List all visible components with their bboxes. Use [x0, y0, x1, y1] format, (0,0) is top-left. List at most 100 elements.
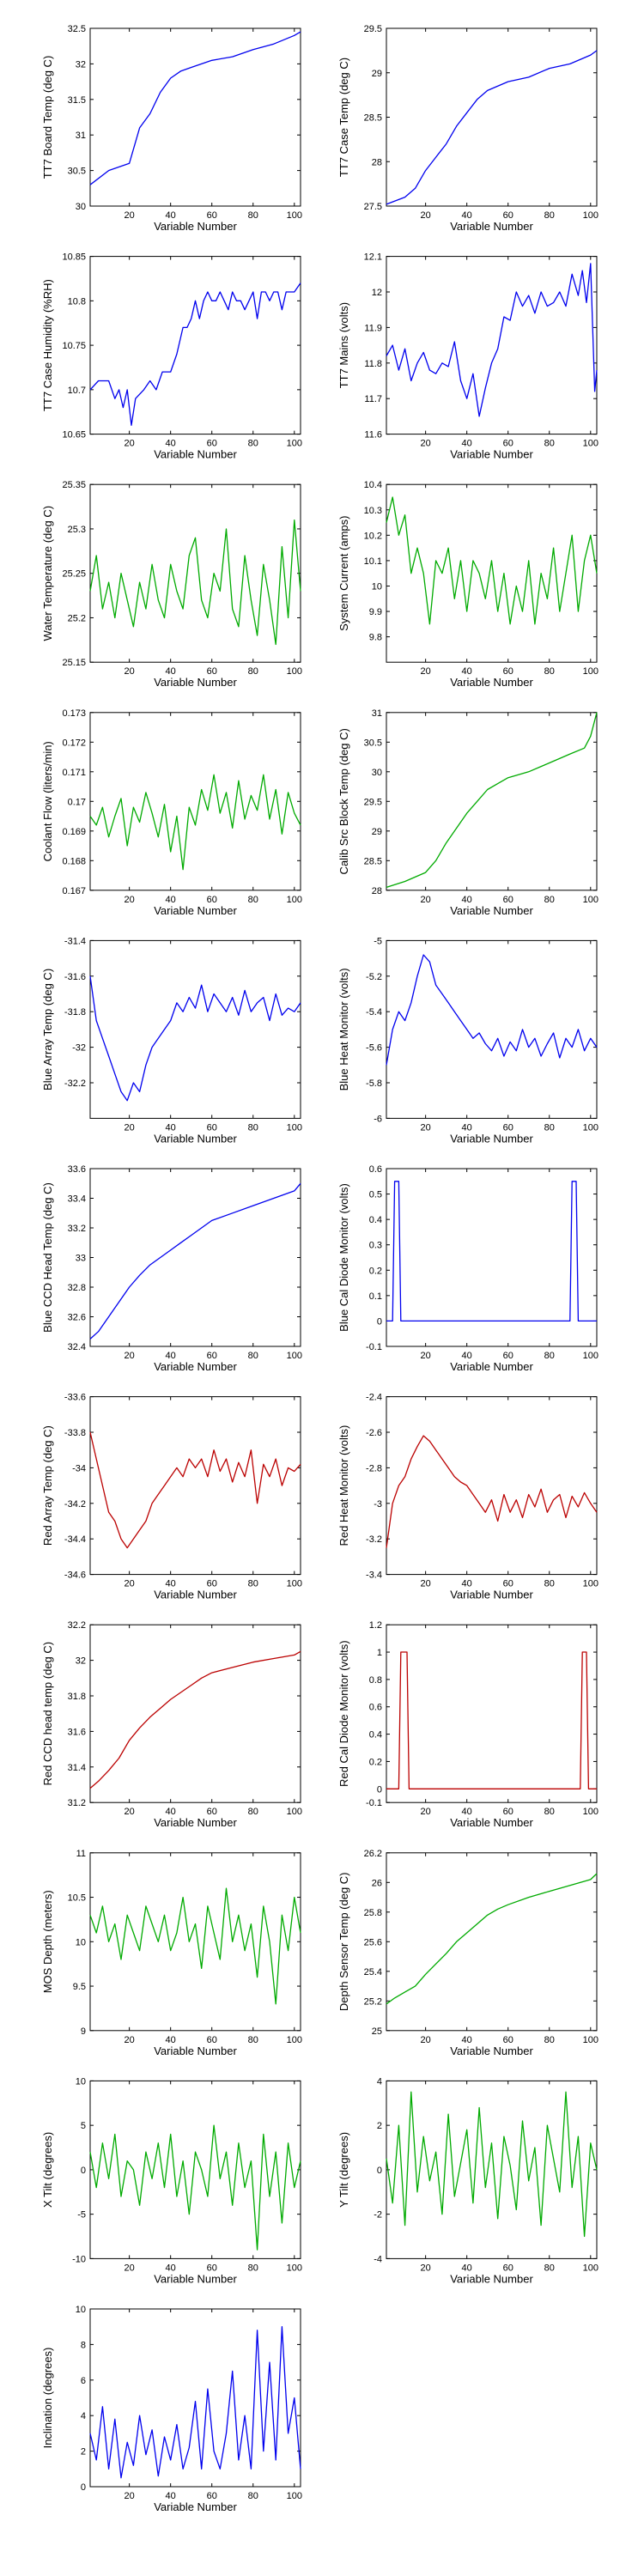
y-tick-label: -10 [72, 2254, 86, 2264]
y-tick-label: 28.5 [364, 113, 382, 124]
x-tick-label: 100 [583, 1579, 598, 1589]
y-tick-label: 25.4 [364, 1967, 382, 1978]
x-tick-label: 20 [125, 1807, 135, 1817]
y-axis-label: TT7 Board Temp (deg C) [41, 56, 54, 179]
x-tick-label: 80 [544, 895, 555, 905]
y-axis-label: Y Tilt (degrees) [337, 2132, 350, 2208]
x-tick-label: 100 [583, 1351, 598, 1361]
y-tick-label: 10.85 [62, 252, 86, 263]
series-line [386, 1435, 598, 1548]
x-tick-label: 20 [125, 1122, 135, 1133]
x-tick-label: 80 [248, 666, 258, 677]
x-tick-label: 40 [462, 1351, 472, 1361]
x-tick-label: 80 [544, 666, 555, 677]
x-tick-label: 40 [462, 2263, 472, 2273]
plot-frame [89, 1168, 301, 1347]
x-tick-label: 80 [544, 2263, 555, 2273]
y-tick-label: 6 [81, 2376, 86, 2386]
y-axis-label: TT7 Mains (volts) [337, 302, 350, 388]
y-tick-label: -33.8 [64, 1428, 86, 1438]
series-line [89, 2124, 301, 2251]
x-axis-label: Variable Number [154, 676, 237, 689]
x-tick-label: 60 [207, 2263, 217, 2273]
y-tick-label: 28 [372, 886, 382, 896]
x-tick-label: 40 [462, 439, 472, 449]
y-tick-label: 31.6 [68, 1727, 86, 1737]
y-tick-label: 0.171 [62, 768, 86, 778]
y-tick-label: 32.4 [68, 1342, 86, 1352]
y-tick-label: 31.5 [68, 95, 86, 106]
x-tick-label: 60 [503, 895, 513, 905]
x-axis-label: Variable Number [450, 1132, 533, 1145]
y-tick-label: -5 [77, 2210, 86, 2221]
y-axis-label: Depth Sensor Temp (deg C) [337, 1872, 350, 2011]
series-line [386, 1181, 597, 1322]
x-axis-label: Variable Number [450, 1589, 533, 1601]
x-tick-label: 40 [166, 1351, 176, 1361]
y-tick-label: -34.4 [64, 1534, 86, 1545]
y-tick-label: 10.2 [364, 531, 382, 541]
y-tick-label: 12.1 [364, 252, 382, 263]
x-tick-label: 80 [248, 1807, 258, 1817]
y-tick-label: 10.5 [68, 1893, 86, 1904]
chart-panel: -33.6 -33.8 -34 -34.2 -34.4 -34.6 20 40 60 80 100 V… [41, 1393, 302, 1601]
x-tick-label: 40 [166, 1807, 176, 1817]
y-tick-label: 9 [81, 2026, 86, 2037]
x-tick-label: 20 [125, 2491, 135, 2501]
y-tick-label: 0.6 [369, 1164, 382, 1175]
x-tick-label: 80 [544, 1579, 555, 1589]
y-tick-label: -33.6 [64, 1393, 86, 1403]
y-tick-label: 0.173 [62, 708, 86, 719]
plot-frame [386, 1624, 598, 1803]
chart-panel: 29.5 29 28.5 28 27.5 20 40 60 80 100 Variable Numb… [337, 24, 598, 233]
plot-frame [386, 1852, 598, 2032]
y-tick-label: 12 [372, 288, 382, 298]
y-tick-label: 10 [76, 2305, 86, 2315]
y-axis-label: Blue Heat Monitor (volts) [337, 968, 350, 1091]
x-tick-label: 20 [125, 1351, 135, 1361]
y-tick-label: 0.17 [68, 797, 86, 807]
y-tick-label: 30 [372, 768, 382, 778]
plot-frame [89, 939, 301, 1119]
y-tick-label: -5.2 [366, 972, 382, 982]
y-tick-label: 32 [76, 59, 86, 70]
x-tick-label: 60 [503, 2263, 513, 2273]
y-tick-label: 32.5 [68, 24, 86, 34]
y-tick-label: 25.15 [62, 658, 86, 668]
y-tick-label: 0 [377, 1784, 382, 1795]
x-tick-label: 20 [421, 210, 431, 221]
plot-frame [386, 483, 598, 663]
y-axis-label: Red Array Temp (deg C) [41, 1425, 54, 1546]
x-tick-label: 20 [125, 439, 135, 449]
x-tick-label: 20 [125, 666, 135, 677]
y-tick-label: 10.1 [364, 556, 382, 567]
y-tick-label: 0.2 [369, 1757, 382, 1767]
y-tick-label: 10.8 [68, 296, 86, 307]
x-axis-label: Variable Number [154, 220, 237, 233]
y-tick-label: 25 [372, 2026, 382, 2037]
y-tick-label: 9.5 [73, 1982, 86, 1992]
x-tick-label: 60 [207, 439, 217, 449]
plot-frame [386, 712, 598, 891]
x-tick-label: 100 [287, 1122, 302, 1133]
chart-panel: 10 5 0 -5 -10 20 40 60 80 100 Variable Number X Til… [41, 2076, 302, 2285]
chart-panel: 12.1 12 11.9 11.8 11.7 11.6 20 40 60 80 100 Variabl… [337, 252, 598, 461]
x-axis-label: Variable Number [450, 2044, 533, 2057]
series-line [89, 519, 301, 646]
y-tick-label: -5 [374, 936, 382, 946]
x-tick-label: 60 [503, 1579, 513, 1589]
y-tick-label: 0.4 [369, 1730, 382, 1741]
series-line [89, 283, 301, 426]
x-tick-label: 60 [503, 2035, 513, 2045]
y-tick-label: -2.6 [366, 1428, 382, 1438]
plot-frame [89, 27, 301, 207]
x-tick-label: 20 [421, 2035, 431, 2045]
series-line [89, 2326, 301, 2479]
x-tick-label: 40 [166, 895, 176, 905]
x-axis-label: Variable Number [154, 2500, 237, 2513]
plot-frame [386, 256, 598, 435]
series-line [386, 1651, 597, 1789]
x-axis-label: Variable Number [154, 2272, 237, 2285]
x-tick-label: 80 [248, 2035, 258, 2045]
